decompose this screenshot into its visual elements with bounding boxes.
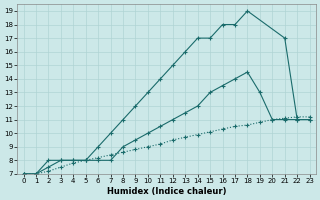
X-axis label: Humidex (Indice chaleur): Humidex (Indice chaleur) bbox=[107, 187, 226, 196]
